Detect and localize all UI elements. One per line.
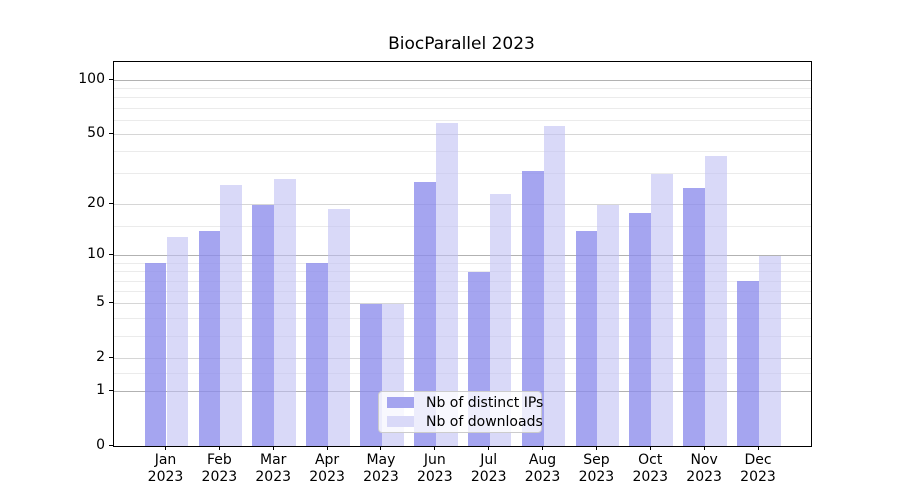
y-tick-mark [109, 357, 113, 359]
bar-downloads [759, 255, 781, 446]
x-tick-label: Jul 2023 [470, 452, 507, 485]
gridline-minor [114, 151, 811, 153]
bar-downloads [651, 173, 674, 446]
x-tick-label: Dec 2023 [740, 452, 776, 485]
gridline-minor [114, 173, 811, 175]
bar-distinct-ips [683, 187, 706, 446]
gridline-minor [114, 119, 811, 121]
gridline-minor [114, 107, 811, 109]
legend-swatch-distinct-ips [387, 397, 414, 408]
gridline-major [114, 79, 811, 81]
bar-downloads [705, 155, 727, 446]
y-tick-label: 2 [96, 349, 105, 366]
x-tick-label: Nov 2023 [686, 452, 722, 485]
x-tick-mark [165, 446, 166, 450]
x-tick-mark [649, 446, 651, 450]
gridline-minor [114, 262, 811, 264]
y-tick-label: 50 [87, 124, 105, 141]
x-tick-label: Jan 2023 [147, 452, 184, 485]
x-tick-label: Jun 2023 [416, 452, 453, 485]
x-tick-mark [326, 446, 328, 450]
x-tick-mark [434, 446, 436, 450]
gridline-minor [114, 97, 811, 99]
gridline-minor [114, 335, 811, 337]
bar-distinct-ips [306, 263, 329, 446]
gridline-minor [114, 271, 811, 273]
bar-distinct-ips [521, 171, 544, 446]
bar-distinct-ips [198, 231, 221, 446]
bar-distinct-ips [252, 204, 275, 446]
x-tick-label: Mar 2023 [255, 452, 292, 485]
y-tick-mark [109, 444, 113, 446]
bar-distinct-ips [629, 212, 652, 446]
bar-downloads [166, 236, 189, 446]
gridline-minor [114, 291, 811, 293]
y-tick-mark [109, 389, 113, 391]
x-tick-mark [542, 446, 544, 450]
x-tick-mark [380, 446, 382, 450]
bar-distinct-ips [144, 263, 167, 446]
gridline-major [114, 303, 811, 305]
gridline-minor [114, 280, 811, 282]
bar-distinct-ips [737, 281, 759, 446]
x-tick-label: May 2023 [363, 452, 399, 485]
y-tick-mark [109, 254, 113, 256]
gridline-major [114, 358, 811, 360]
legend: Nb of distinct IPs Nb of downloads [378, 391, 543, 433]
y-tick-mark [109, 78, 113, 80]
gridline-minor [114, 87, 811, 89]
gridline-minor [114, 225, 811, 227]
bar-distinct-ips [414, 181, 436, 446]
legend-swatch-downloads [387, 416, 414, 427]
bar-distinct-ips [575, 231, 598, 446]
gridline-minor [114, 372, 811, 374]
y-tick-label: 1 [96, 381, 105, 398]
legend-item-distinct-ips: Nb of distinct IPs [387, 394, 543, 411]
x-tick-label: Sep 2023 [578, 452, 615, 485]
bar-downloads [597, 204, 620, 446]
y-tick-label: 5 [96, 294, 105, 311]
y-tick-label: 100 [78, 70, 105, 87]
x-tick-mark [218, 446, 220, 450]
gridline-minor [114, 317, 811, 319]
bar-downloads [274, 179, 297, 446]
gridline-major [114, 204, 811, 206]
y-tick-label: 10 [87, 246, 105, 263]
x-tick-mark [595, 446, 597, 450]
y-tick-mark [109, 302, 113, 304]
plot-area [113, 61, 812, 447]
x-tick-mark [703, 446, 705, 450]
bar-downloads [220, 184, 243, 446]
bar-downloads [489, 194, 512, 446]
legend-label-downloads: Nb of downloads [426, 413, 543, 430]
y-tick-mark [109, 132, 113, 134]
gridline-major [114, 255, 811, 257]
x-tick-label: Apr 2023 [309, 452, 345, 485]
bar-downloads [328, 208, 350, 446]
legend-label-distinct-ips: Nb of distinct IPs [426, 394, 544, 411]
x-tick-mark [488, 446, 490, 450]
y-tick-mark [109, 203, 113, 205]
gridline-major [114, 133, 811, 135]
x-tick-mark [757, 446, 759, 450]
x-tick-label: Feb 2023 [201, 452, 238, 485]
bar-downloads [543, 125, 566, 446]
x-tick-mark [272, 446, 274, 450]
x-tick-label: Aug 2023 [524, 452, 561, 485]
x-tick-label: Oct 2023 [632, 452, 669, 485]
bar-distinct-ips [360, 303, 382, 446]
y-tick-label: 0 [96, 436, 105, 453]
bar-downloads [435, 122, 458, 446]
chart-title: BiocParallel 2023 [388, 34, 535, 54]
y-tick-label: 20 [87, 195, 105, 212]
legend-item-downloads: Nb of downloads [387, 413, 543, 430]
